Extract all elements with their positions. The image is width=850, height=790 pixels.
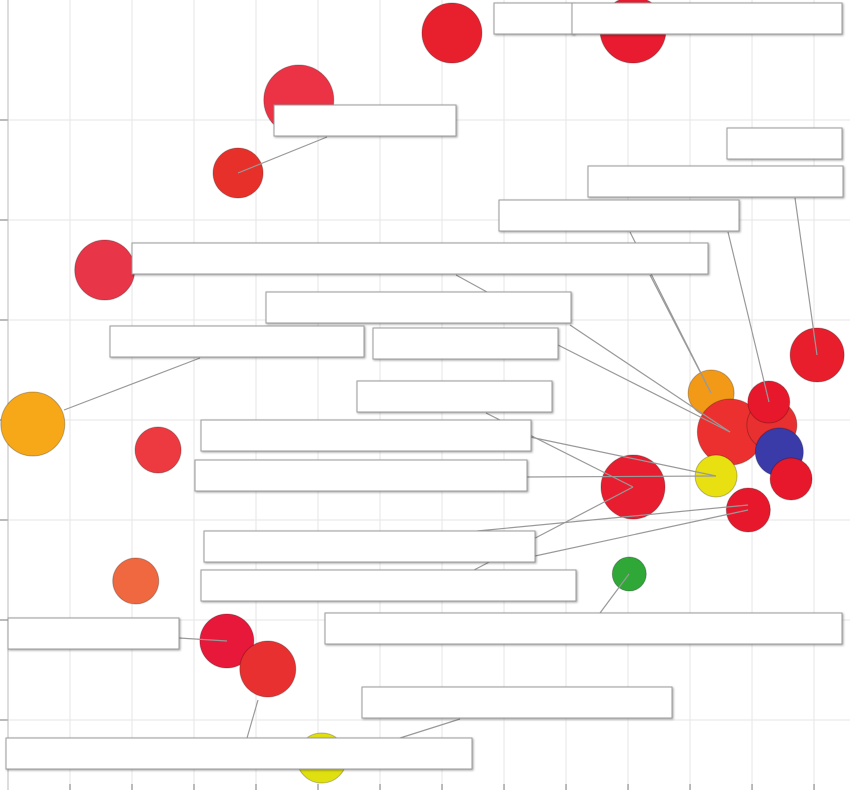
leader-line [476,504,749,532]
label-box [7,617,180,650]
bubble [789,327,845,383]
label-box [587,165,844,198]
bubble [611,556,647,592]
label-box [194,459,528,492]
leader-line [794,197,818,356]
leader-line [63,357,201,411]
leader-line [246,699,259,739]
bubble [421,2,483,64]
label-box [356,380,553,413]
bubble [134,426,182,474]
label-box [200,419,532,452]
callouts [5,2,844,770]
leader-line [649,274,712,394]
bubble [725,487,771,533]
label-box [273,104,457,137]
label-box [200,569,577,602]
label-box [109,325,365,358]
leader-line [529,436,717,477]
label-box [265,291,572,324]
leader-line [599,573,630,614]
label-box [361,686,673,719]
leader-line [237,136,328,174]
label-box [203,530,536,563]
label-boxes [5,2,844,770]
leader-line [526,475,717,478]
bubble [769,457,813,501]
label-box [726,127,843,160]
leader-line [727,231,770,403]
label-box [493,2,575,35]
label-box [5,737,473,770]
bubble [112,557,160,605]
leader-line [534,509,749,557]
bubble [0,391,66,457]
leader-line [557,344,731,433]
bubble [239,640,297,698]
leader-lines [63,136,818,739]
label-box [498,199,740,232]
leader-line [399,718,461,739]
leader-line [178,637,228,642]
label-box [131,242,709,275]
label-box [571,2,843,35]
bubble [74,239,136,301]
label-box [372,327,559,360]
leader-line [455,274,488,293]
label-box [324,612,843,645]
leader-line [569,324,731,433]
